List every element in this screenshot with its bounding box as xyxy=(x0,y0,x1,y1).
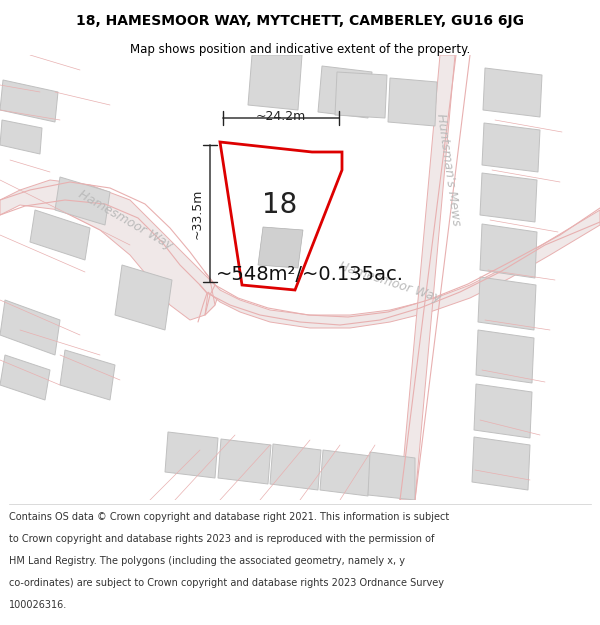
Polygon shape xyxy=(0,180,220,320)
Polygon shape xyxy=(388,78,437,126)
Polygon shape xyxy=(335,72,387,118)
Polygon shape xyxy=(60,350,115,400)
Polygon shape xyxy=(30,210,90,260)
Polygon shape xyxy=(205,210,600,328)
Text: Hamesmoor Way: Hamesmoor Way xyxy=(337,259,443,304)
Polygon shape xyxy=(320,450,371,496)
Polygon shape xyxy=(0,120,42,154)
Polygon shape xyxy=(483,68,542,117)
Polygon shape xyxy=(258,227,303,268)
Polygon shape xyxy=(474,384,532,438)
Polygon shape xyxy=(0,300,60,355)
Polygon shape xyxy=(476,330,534,383)
Polygon shape xyxy=(248,55,302,110)
Text: Map shows position and indicative extent of the property.: Map shows position and indicative extent… xyxy=(130,43,470,56)
Polygon shape xyxy=(218,439,271,484)
Text: Hamesmoor Way: Hamesmoor Way xyxy=(76,188,175,253)
Text: ~548m²/~0.135ac.: ~548m²/~0.135ac. xyxy=(216,266,404,284)
Polygon shape xyxy=(478,277,536,330)
Text: 18: 18 xyxy=(262,191,298,219)
Polygon shape xyxy=(220,142,342,290)
Polygon shape xyxy=(270,444,321,490)
Polygon shape xyxy=(0,80,58,122)
Text: co-ordinates) are subject to Crown copyright and database rights 2023 Ordnance S: co-ordinates) are subject to Crown copyr… xyxy=(9,578,444,588)
Text: 100026316.: 100026316. xyxy=(9,600,67,610)
Polygon shape xyxy=(480,224,537,278)
Text: ~24.2m: ~24.2m xyxy=(256,110,306,123)
Polygon shape xyxy=(400,55,455,500)
Polygon shape xyxy=(165,432,218,478)
Text: Contains OS data © Crown copyright and database right 2021. This information is : Contains OS data © Crown copyright and d… xyxy=(9,512,449,522)
Polygon shape xyxy=(482,123,540,172)
Text: HM Land Registry. The polygons (including the associated geometry, namely x, y: HM Land Registry. The polygons (includin… xyxy=(9,556,405,566)
Polygon shape xyxy=(0,355,50,400)
Polygon shape xyxy=(318,66,372,118)
Text: 18, HAMESMOOR WAY, MYTCHETT, CAMBERLEY, GU16 6JG: 18, HAMESMOOR WAY, MYTCHETT, CAMBERLEY, … xyxy=(76,14,524,28)
Text: ~33.5m: ~33.5m xyxy=(191,188,204,239)
Text: Huntsman's Mews: Huntsman's Mews xyxy=(434,113,463,227)
Polygon shape xyxy=(472,437,530,490)
Polygon shape xyxy=(368,452,415,500)
Polygon shape xyxy=(480,173,537,222)
Text: to Crown copyright and database rights 2023 and is reproduced with the permissio: to Crown copyright and database rights 2… xyxy=(9,534,434,544)
Polygon shape xyxy=(115,265,172,330)
Polygon shape xyxy=(55,177,110,225)
